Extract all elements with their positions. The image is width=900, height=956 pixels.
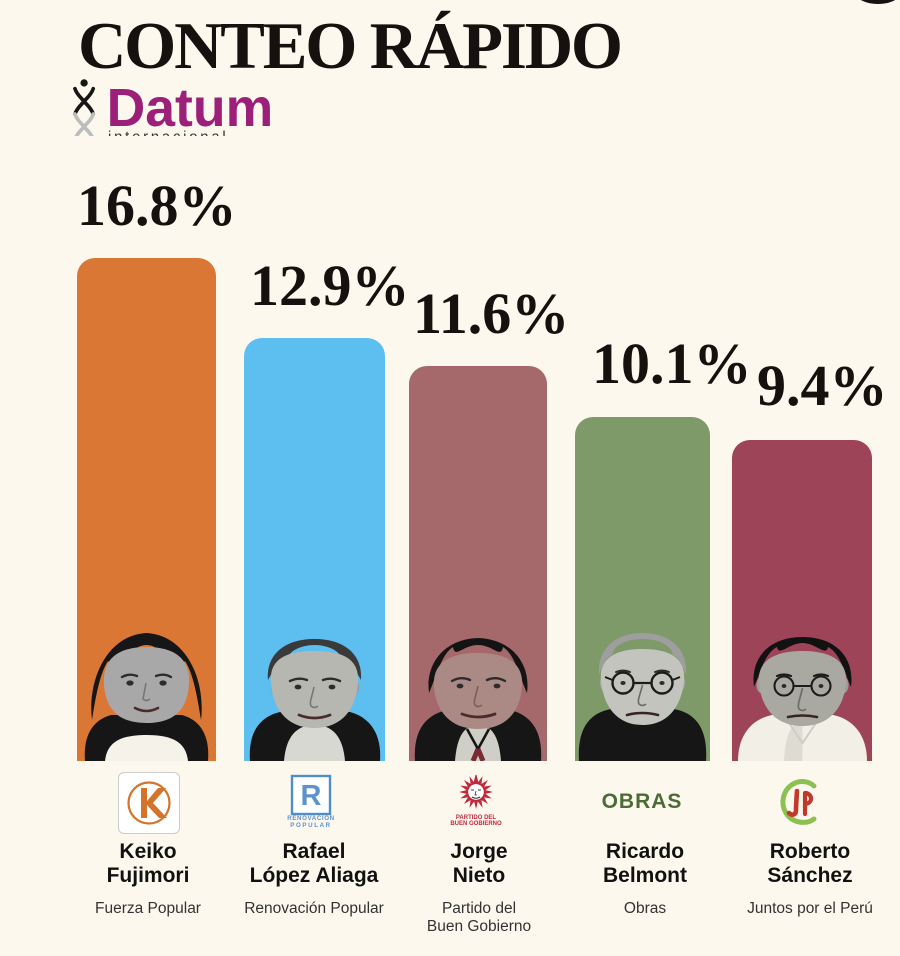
svg-text:RENOVACIÓN: RENOVACIÓN (287, 814, 334, 822)
svg-text:BUEN GOBIERNO: BUEN GOBIERNO (450, 821, 502, 827)
svg-text:Datum: Datum (107, 79, 274, 136)
svg-text:internacional: internacional (108, 130, 228, 136)
svg-text:R: R (301, 780, 322, 812)
svg-text:OBRAS: OBRAS (602, 790, 683, 813)
svg-text:POPULAR: POPULAR (290, 822, 331, 829)
